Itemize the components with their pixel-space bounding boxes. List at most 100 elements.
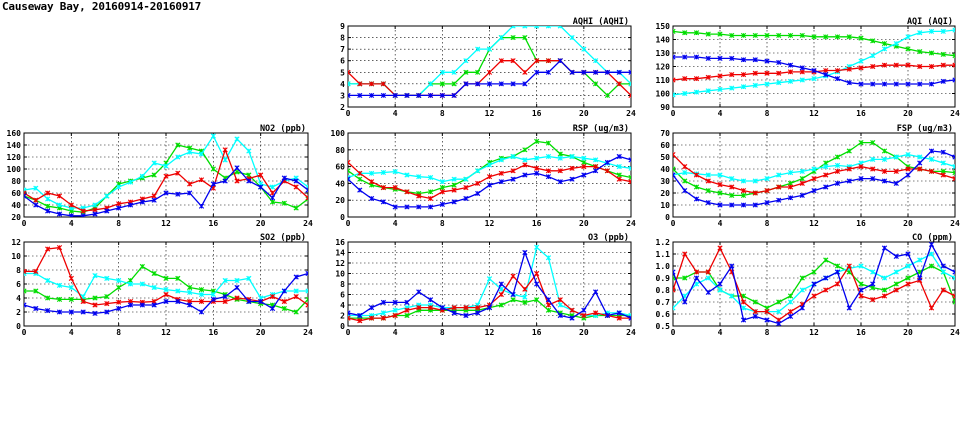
panel-title: RSP (ug/m3)	[573, 124, 629, 134]
data-point	[486, 182, 493, 188]
data-point	[952, 170, 955, 176]
data-point	[717, 287, 723, 293]
data-point	[151, 160, 157, 166]
data-point	[673, 92, 676, 98]
data-point	[293, 184, 299, 190]
data-point	[811, 166, 817, 172]
x-tick-label: 0	[671, 328, 676, 337]
data-point	[717, 190, 723, 196]
data-point	[952, 53, 955, 59]
data-point	[222, 178, 228, 184]
data-point	[416, 174, 422, 180]
data-point	[522, 294, 528, 300]
data-point	[881, 293, 888, 299]
data-point	[893, 81, 899, 87]
data-point	[917, 257, 923, 263]
data-point	[510, 168, 516, 174]
data-point	[68, 296, 74, 302]
data-point	[281, 175, 287, 181]
panel-title: SO2 (ppb)	[260, 233, 306, 243]
data-point	[486, 69, 493, 75]
data-point	[799, 65, 805, 71]
data-point	[534, 69, 540, 75]
data-point	[811, 34, 817, 40]
data-point	[24, 288, 27, 294]
x-tick-label: 24	[303, 328, 313, 337]
data-point	[463, 195, 469, 202]
data-point	[764, 317, 770, 323]
data-point	[522, 286, 528, 292]
data-point	[799, 287, 805, 293]
data-point	[557, 155, 563, 161]
data-point	[33, 288, 39, 294]
y-tick-label: 7	[340, 45, 345, 54]
data-point	[234, 295, 240, 301]
y-tick-label: 8	[340, 280, 345, 289]
y-tick-label: 12	[335, 259, 345, 268]
data-point	[928, 50, 935, 56]
data-point	[928, 63, 935, 70]
data-point	[246, 148, 252, 154]
data-point	[846, 305, 852, 311]
data-point	[693, 30, 700, 36]
x-tick-label: 0	[671, 219, 676, 228]
x-tick-label: 4	[69, 219, 74, 228]
data-point	[881, 81, 888, 87]
data-point	[68, 275, 74, 281]
data-point	[905, 251, 911, 257]
data-point	[764, 188, 770, 194]
y-tick-label: 150	[656, 22, 671, 31]
data-point	[151, 172, 157, 178]
data-point	[33, 197, 39, 203]
x-tick-label: 4	[393, 328, 398, 337]
data-point	[764, 309, 770, 315]
data-point	[33, 185, 39, 191]
data-point	[380, 92, 386, 99]
y-tick-label: 2	[16, 308, 21, 317]
data-point	[56, 309, 63, 315]
data-point	[604, 168, 611, 174]
data-point	[799, 275, 805, 281]
data-point	[705, 74, 711, 80]
data-point	[893, 62, 899, 68]
data-point	[940, 62, 946, 68]
data-point	[673, 28, 676, 34]
data-point	[616, 172, 622, 178]
x-tick-label: 8	[440, 109, 445, 118]
series-0	[673, 28, 955, 59]
data-point	[628, 81, 631, 87]
data-point	[305, 302, 308, 308]
series-3	[673, 242, 955, 326]
data-point	[357, 92, 363, 99]
data-point	[404, 92, 410, 99]
y-tick-label: 80	[335, 146, 345, 155]
series-2	[673, 245, 955, 323]
x-tick-label: 16	[532, 328, 542, 337]
data-point	[56, 211, 63, 217]
data-point	[293, 288, 299, 294]
data-point	[92, 207, 98, 213]
data-point	[870, 53, 876, 59]
data-point	[940, 78, 946, 84]
data-point	[917, 49, 923, 55]
data-point	[776, 80, 782, 86]
data-point	[269, 294, 276, 300]
data-point	[604, 312, 611, 319]
data-point	[834, 67, 841, 74]
data-point	[498, 34, 504, 41]
data-point	[246, 275, 252, 281]
panel-title: O3 (ppb)	[588, 233, 629, 243]
data-point	[234, 136, 240, 142]
data-point	[705, 200, 711, 206]
data-point	[928, 156, 935, 162]
y-tick-label: 6	[340, 291, 345, 300]
data-point	[404, 299, 410, 305]
data-point	[92, 273, 98, 279]
data-point	[416, 289, 422, 295]
data-point	[534, 155, 540, 161]
series-3	[24, 270, 308, 316]
data-point	[163, 298, 169, 305]
data-point	[952, 154, 955, 160]
data-point	[811, 293, 817, 299]
data-point	[258, 184, 264, 190]
